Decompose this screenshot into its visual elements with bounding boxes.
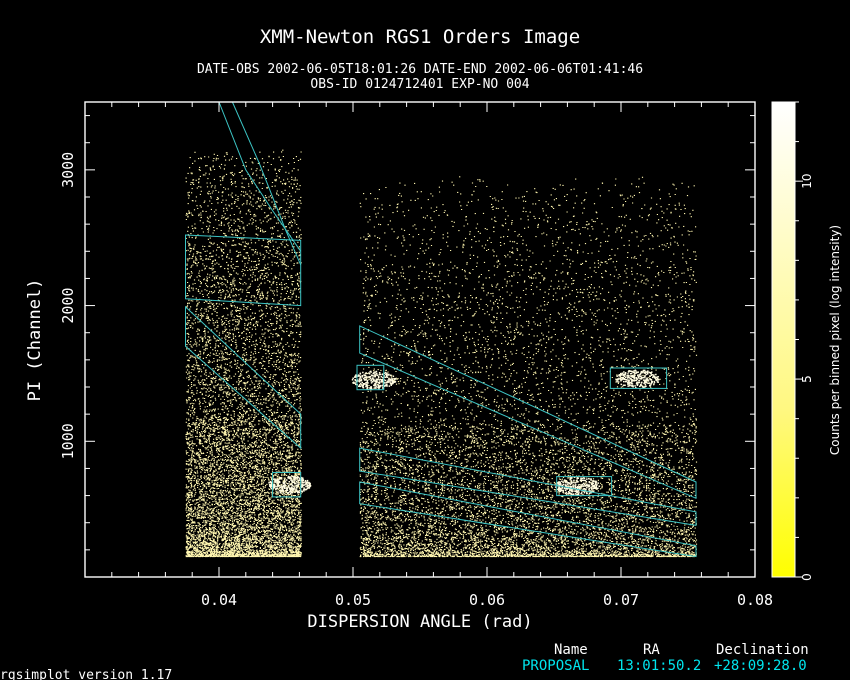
x-tick-label: 0.08 [737, 591, 773, 609]
info-header-ra: RA [643, 642, 660, 658]
footer-version: rgsimplot version 1.17 [0, 668, 172, 680]
regions-layer [185, 101, 697, 558]
x-tick-label: 0.04 [201, 591, 237, 609]
x-tick-label: 0.05 [335, 591, 371, 609]
x-tick-label: 0.07 [603, 591, 639, 609]
event-column [359, 176, 698, 558]
axes-layer: 0.04 0.05 0.06 0.07 0.08 1000 2000 3000 [59, 101, 773, 609]
bright-spot [615, 369, 660, 389]
plot-frame [84, 101, 756, 578]
colorbar-label: Counts per binned pixel (log intensity) [828, 225, 842, 455]
y-tick-label: 1000 [59, 423, 77, 459]
obs-line-1: DATE-OBS 2002-06-05T18:01:26 DATE-END 20… [197, 62, 643, 77]
event-column [185, 149, 302, 558]
info-header-name: Name [554, 642, 588, 658]
colorbar-tick-label: 5 [800, 375, 814, 383]
colorbar-tick-label: 10 [800, 174, 814, 189]
obs-line-2: OBS-ID 0124712401 EXP-NO 004 [310, 77, 529, 92]
y-tick-label: 2000 [59, 288, 77, 324]
info-row-ra: 13:01:50.2 [617, 658, 701, 674]
bright-spot [268, 475, 312, 495]
source-box [272, 472, 302, 498]
order-2-region [359, 447, 697, 526]
order-1-region [359, 325, 697, 500]
source-box [609, 367, 668, 389]
order-1-region [185, 234, 302, 307]
y-axis-label: PI (Channel) [25, 279, 45, 402]
info-row-dec: +28:09:28.0 [714, 658, 807, 674]
x-tick-label: 0.06 [469, 591, 505, 609]
colorbar-ticks: 0 5 10 [771, 101, 814, 581]
colorbar [772, 102, 795, 577]
info-header-dec: Declination [716, 642, 809, 658]
event-points [359, 176, 698, 558]
source-box [356, 364, 385, 391]
info-row-name: PROPOSAL [522, 658, 589, 674]
source-box [556, 476, 613, 497]
event-points [185, 149, 302, 558]
order-3-region [359, 481, 697, 558]
chart-title: XMM-Newton RGS1 Orders Image [260, 26, 580, 48]
order-2-region [185, 305, 302, 450]
x-axis-label: DISPERSION ANGLE (rad) [307, 612, 532, 632]
y-tick-label: 3000 [59, 152, 77, 188]
events-layer [185, 149, 698, 558]
order-curve [231, 101, 302, 266]
colorbar-tick-label: 0 [800, 573, 814, 581]
order-curve [218, 101, 302, 252]
